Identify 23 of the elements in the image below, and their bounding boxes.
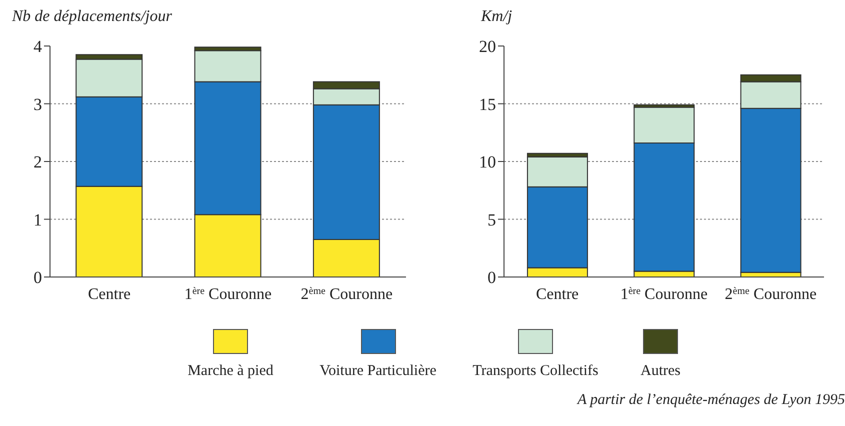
y-tick-label: 15 bbox=[479, 94, 496, 114]
y-tick-label: 2 bbox=[34, 152, 42, 172]
y-tick-label: 4 bbox=[34, 37, 42, 56]
y-axis-title: Nb de déplacements/jour bbox=[12, 8, 172, 26]
y-tick-label: 0 bbox=[488, 268, 496, 288]
y-tick-label: 10 bbox=[479, 152, 496, 172]
legend-label: Transports Collectifs bbox=[472, 363, 598, 380]
x-tick-label: 1$^{ère}$ Couronne bbox=[620, 286, 708, 303]
y-tick-label: 1 bbox=[34, 210, 42, 230]
legend-label: Marche à pied bbox=[188, 363, 274, 380]
x-tick-label: Centre bbox=[88, 286, 131, 303]
y-tick-label: 3 bbox=[34, 94, 42, 114]
legend-label: Voiture Particulière bbox=[320, 363, 436, 380]
y-axis-title: Km/j bbox=[481, 8, 512, 26]
x-tick-label: 2$^{ème}$ Couronne bbox=[300, 286, 393, 303]
text: A partir de l’enquête-ménages de Lyon 1995 bbox=[576, 392, 845, 409]
x-tick-label: Centre bbox=[536, 286, 579, 303]
y-tick-label: 0 bbox=[34, 268, 42, 288]
y-tick-label: 5 bbox=[488, 210, 496, 230]
y-tick-label: 20 bbox=[479, 37, 496, 56]
x-tick-label: 1$^{ère}$ Couronne bbox=[184, 286, 272, 303]
x-tick-label: 2$^{ème}$ Couronne bbox=[724, 286, 817, 303]
legend-label: Autres bbox=[640, 363, 680, 380]
